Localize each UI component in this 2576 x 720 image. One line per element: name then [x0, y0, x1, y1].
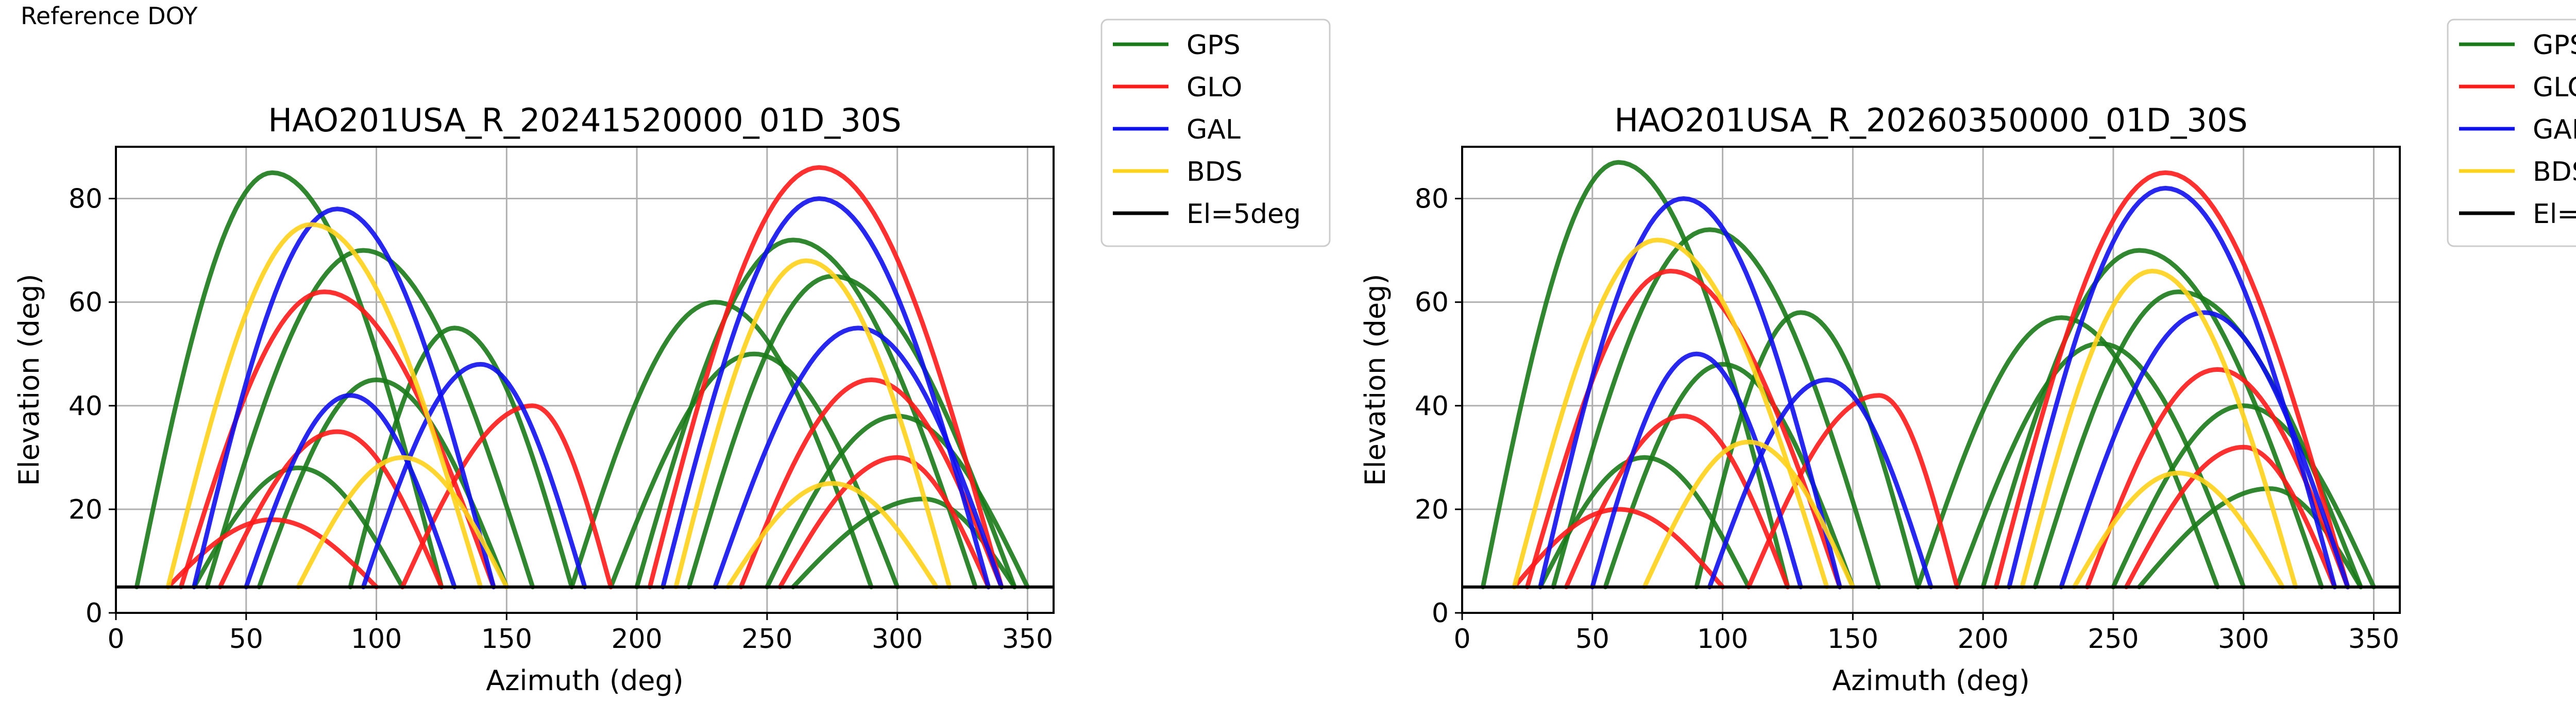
track-gps — [257, 378, 509, 590]
chart-title: HAO201USA_R_20260350000_01D_30S — [1614, 101, 2247, 139]
track-gps — [1551, 227, 1882, 590]
track-bds — [1512, 237, 1829, 590]
chart-title: HAO201USA_R_20241520000_01D_30S — [268, 101, 901, 139]
y-tick-label: 40 — [1415, 391, 1449, 422]
y-tick-label: 80 — [1415, 184, 1449, 215]
legend-entry: El=5deg — [2533, 199, 2576, 230]
x-tick-label: 50 — [1575, 624, 1609, 655]
x-tick-label: 300 — [872, 624, 923, 655]
track-gal — [2007, 185, 2337, 590]
track-gps — [569, 300, 874, 590]
x-tick-label: 150 — [1827, 624, 1878, 655]
track-glo — [1993, 170, 2350, 590]
track-gal — [660, 196, 991, 590]
y-axis-label: Elevation (deg) — [1359, 274, 1392, 486]
track-gal — [361, 362, 587, 590]
track-gps — [608, 351, 900, 590]
reference-doy-label: Reference DOY — [21, 2, 198, 30]
track-glo — [647, 165, 1004, 590]
track-bds — [725, 481, 939, 590]
x-tick-label: 50 — [229, 624, 263, 655]
legend: GPS GLO GAL BDS El=5deg — [1100, 19, 1331, 247]
y-tick-label: 40 — [69, 391, 103, 422]
track-gps — [2032, 289, 2363, 590]
axes-frame — [115, 146, 1055, 614]
track-gps — [1694, 310, 1921, 590]
legend-entry: GLO — [2533, 72, 2576, 103]
track-glo — [777, 455, 991, 590]
track-bds — [2020, 268, 2298, 590]
y-tick-label: 0 — [86, 598, 103, 629]
y-tick-label: 60 — [69, 287, 103, 318]
track-gps — [1916, 315, 2220, 590]
x-tick-label: 200 — [1957, 624, 2008, 655]
track-glo — [217, 429, 444, 590]
tracks — [1480, 160, 2376, 590]
track-glo — [1746, 393, 1960, 590]
legend-entry: GPS — [1187, 30, 1241, 61]
x-tick-label: 150 — [481, 624, 532, 655]
chart-1: 0 50 100 150 200 250 300 350 0 20 40 60 80 HAO201USA_… — [13, 19, 1331, 697]
track-bds — [296, 455, 509, 590]
legend-box — [1100, 19, 1331, 247]
legend: GPS GLO GAL BDS El=5deg — [2447, 19, 2576, 247]
legend-entry: GPS — [2533, 30, 2576, 61]
track-gps — [2111, 403, 2376, 590]
x-tick-label: 100 — [351, 624, 402, 655]
track-gal — [1590, 351, 1803, 590]
legend-entry: GAL — [1187, 114, 1241, 145]
chart-2: 0 50 100 150 200 250 300 350 0 20 40 60 80 HAO201USA_… — [1359, 19, 2576, 697]
axes-frame — [1461, 146, 2401, 614]
track-gps — [1480, 160, 1790, 590]
track-gps — [1955, 341, 2246, 590]
x-tick-label: 0 — [1453, 624, 1470, 655]
x-tick-label: 350 — [1002, 624, 1053, 655]
y-tick-label: 20 — [69, 494, 103, 525]
x-tick-label: 200 — [611, 624, 662, 655]
track-bds — [165, 222, 483, 590]
track-bds — [1642, 439, 1855, 590]
x-axis-label: Azimuth (deg) — [486, 664, 684, 697]
x-tick-label: 0 — [107, 624, 124, 655]
legend-entry: GAL — [2533, 114, 2576, 145]
legend-entry: BDS — [1187, 157, 1243, 187]
track-bds — [2072, 471, 2285, 590]
legend-box — [2447, 19, 2576, 247]
track-glo — [1524, 268, 1842, 590]
track-gps — [1980, 248, 2324, 590]
x-tick-label: 300 — [2218, 624, 2269, 655]
legend-entry: BDS — [2533, 157, 2576, 187]
track-glo — [2124, 444, 2337, 590]
y-tick-label: 60 — [1415, 287, 1449, 318]
x-tick-label: 250 — [741, 624, 792, 655]
track-gps — [348, 325, 574, 590]
y-tick-label: 20 — [1415, 494, 1449, 525]
x-axis-label: Azimuth (deg) — [1832, 664, 2030, 697]
y-tick-label: 80 — [69, 184, 103, 215]
track-bds — [673, 258, 952, 590]
track-gal — [1707, 378, 1934, 590]
track-gal — [244, 393, 457, 590]
x-tick-label: 350 — [2348, 624, 2399, 655]
track-glo — [1564, 414, 1790, 590]
y-axis-label: Elevation (deg) — [13, 274, 45, 486]
legend-entry: El=5deg — [1187, 199, 1301, 230]
legend-entry: GLO — [1187, 72, 1242, 103]
tracks — [134, 165, 1030, 590]
track-gal — [713, 325, 1004, 590]
track-gps — [205, 248, 535, 590]
x-tick-label: 100 — [1697, 624, 1748, 655]
track-glo — [400, 403, 614, 590]
y-tick-label: 0 — [1432, 598, 1449, 629]
track-gal — [1538, 196, 1842, 590]
track-gal — [2059, 310, 2350, 590]
x-tick-label: 250 — [2088, 624, 2139, 655]
